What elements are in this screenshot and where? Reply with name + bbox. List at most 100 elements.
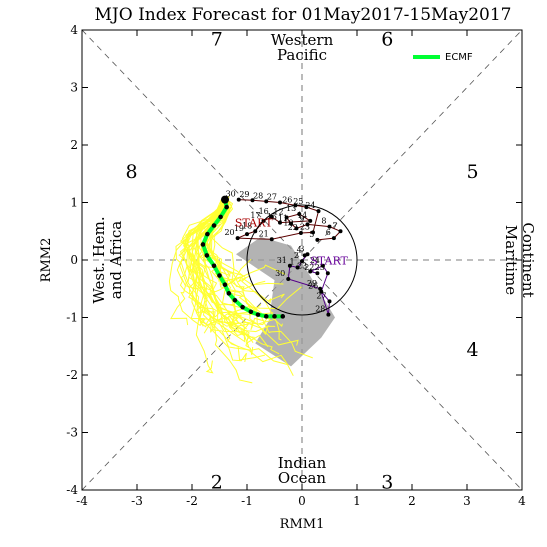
phase-label: 1 — [125, 339, 137, 361]
region-label-bottom: Indian — [278, 454, 327, 472]
region-label-top: Western — [271, 31, 334, 49]
x-tick-label: 0 — [298, 494, 306, 508]
observed-day-label: 12 — [273, 207, 283, 216]
ensemble-member-line — [211, 202, 265, 331]
y-tick-label: 1 — [70, 196, 78, 210]
observed-day-label: 19 — [234, 224, 244, 233]
ecmf-point — [211, 223, 217, 228]
ecmf-point — [217, 273, 222, 278]
ecmf-point — [222, 282, 228, 288]
x-tick-label: -4 — [76, 494, 88, 508]
region-label-left: and Africa — [107, 221, 125, 299]
observed-day-label: 4 — [297, 245, 302, 254]
observed-day-label: 16 — [259, 207, 269, 216]
y-tick-label: 2 — [70, 138, 78, 152]
phase-label: 8 — [125, 161, 137, 183]
observed-point — [294, 226, 299, 231]
observed-point — [284, 215, 289, 220]
ensemble-member-line — [208, 198, 285, 304]
observed-day-label: 27 — [316, 291, 326, 300]
observed-day-label: 18 — [242, 221, 252, 230]
observed-point — [315, 271, 320, 276]
ensemble-member-line — [198, 202, 253, 384]
x-tick-label: 3 — [463, 494, 471, 508]
ecmf-point — [204, 253, 210, 258]
region-label-bottom: Ocean — [278, 469, 327, 487]
observed-day-label: 30 — [226, 190, 236, 199]
region-label-right: Maritime — [502, 225, 520, 295]
ecmf-point — [263, 314, 269, 319]
x-tick-label: 4 — [518, 494, 526, 508]
observed-point — [278, 220, 282, 225]
observed-point — [315, 237, 320, 242]
ecmf-point — [218, 214, 223, 220]
ecmf-point — [200, 242, 206, 247]
observed-point — [287, 263, 292, 268]
observed-day-label: 17 — [250, 211, 260, 220]
observed-point — [311, 230, 315, 235]
x-axis-label: RMM1 — [280, 517, 325, 532]
observed-point — [326, 312, 331, 317]
y-axis-label: RMM2 — [39, 238, 54, 283]
observed-point — [331, 236, 336, 241]
ensemble-member-line — [196, 196, 266, 361]
region-label-top: Pacific — [277, 46, 327, 64]
y-tick-label: 0 — [70, 253, 78, 267]
observed-day-label: 1 — [290, 257, 295, 266]
observed-day-label: 10 — [283, 218, 293, 227]
observed-day-label: 23 — [300, 222, 310, 231]
observed-point — [338, 229, 343, 234]
observed-day-label: 31 — [277, 256, 287, 265]
observed-point — [305, 222, 310, 227]
observed-point — [308, 218, 313, 223]
plot-area: 5678910111213141516171819202122232425262… — [66, 23, 537, 508]
observed-point — [308, 269, 313, 274]
observed-trajectories: 5678910111213141516171819202122232425262… — [224, 190, 349, 317]
ensemble-member-line — [170, 198, 223, 326]
observed-point — [298, 230, 303, 235]
observed-day-label: 7 — [332, 221, 337, 230]
region-label-right: Continent — [519, 222, 537, 297]
y-tick-label: -3 — [66, 426, 78, 440]
observed-day-label: 26 — [282, 195, 292, 204]
observed-day-label: 29 — [239, 190, 249, 199]
observed-day-label: 29 — [307, 279, 317, 288]
ecmf-point — [272, 314, 277, 319]
observed-point — [236, 197, 241, 202]
phase-label: 5 — [466, 161, 478, 183]
observed-point — [316, 209, 321, 214]
ecmf-point — [224, 204, 229, 210]
observed-point — [300, 259, 304, 264]
ecmf-point — [255, 312, 261, 317]
observed-point — [325, 271, 330, 276]
phase-label: 3 — [381, 471, 393, 493]
y-tick-label: -4 — [66, 483, 78, 497]
y-tick-label: -1 — [66, 311, 78, 325]
observed-point — [327, 299, 332, 304]
phase-label: 7 — [211, 29, 223, 51]
phase-label: 2 — [211, 471, 223, 493]
x-tick-label: 2 — [408, 494, 416, 508]
observed-point — [286, 276, 291, 281]
observed-day-label: 9 — [299, 214, 304, 223]
y-tick-label: -2 — [66, 368, 78, 382]
observed-point — [302, 253, 307, 258]
observed-day-label: 2 — [294, 251, 299, 260]
ecmf-point — [205, 231, 210, 237]
observed-point — [245, 232, 249, 237]
observed-point — [235, 236, 240, 241]
observed-day-label: 5 — [309, 230, 314, 239]
ecmf-forecast — [200, 195, 286, 319]
ensemble-member-line — [184, 200, 253, 341]
ensemble-member-line — [202, 199, 302, 310]
observed-day-label: 30 — [275, 269, 285, 278]
start-label: START — [235, 217, 273, 230]
ensemble-member-line — [208, 203, 282, 341]
observed-day-label: 22 — [304, 263, 314, 272]
diagonal-boundary — [81, 29, 523, 491]
observed-day-label: 25 — [293, 197, 303, 206]
